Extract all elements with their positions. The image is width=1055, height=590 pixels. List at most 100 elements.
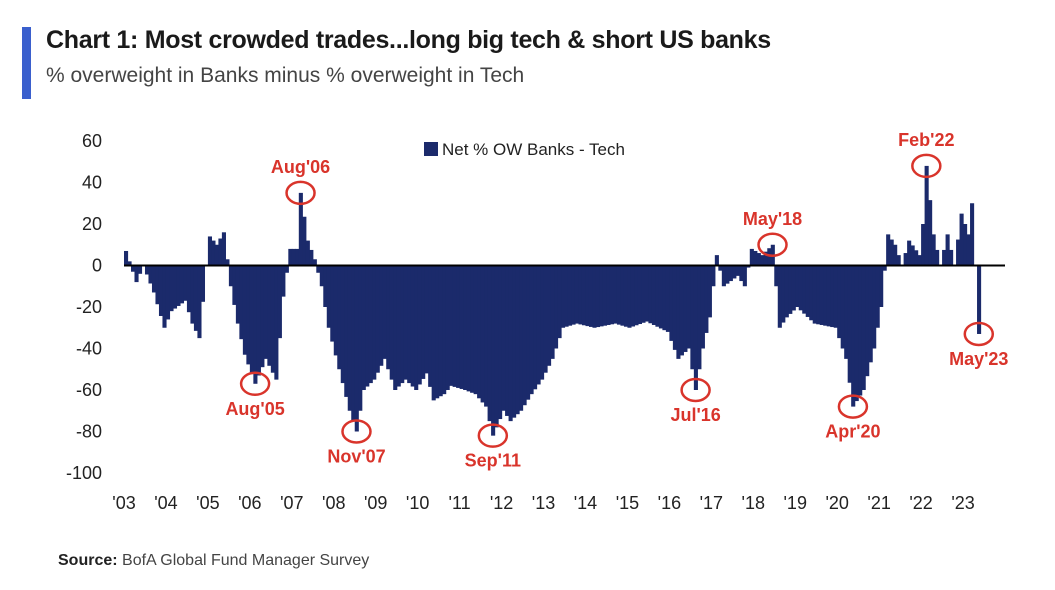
bar <box>571 265 576 325</box>
bar <box>802 265 807 314</box>
annotation-circle <box>477 423 509 448</box>
annotation-circle <box>911 153 942 179</box>
bar <box>704 265 709 333</box>
bar <box>959 213 964 266</box>
bar <box>795 265 800 307</box>
bar <box>644 265 650 322</box>
annotation-circle <box>341 419 372 444</box>
x-tick-label: '19 <box>784 493 807 513</box>
bar <box>809 265 814 321</box>
bar <box>547 265 552 366</box>
bar <box>169 265 174 312</box>
x-tick-label: '13 <box>532 493 555 513</box>
bar <box>344 265 349 397</box>
x-tick-label: '03 <box>112 493 135 513</box>
bar <box>714 255 719 266</box>
bar <box>477 265 482 399</box>
x-tick-label: '22 <box>909 493 932 513</box>
bar <box>267 265 272 366</box>
bar <box>193 265 199 331</box>
bar <box>403 265 408 380</box>
bar <box>602 265 608 326</box>
bar <box>753 250 758 266</box>
bar <box>354 265 359 432</box>
bar <box>361 265 366 390</box>
bar <box>410 265 415 387</box>
bar <box>777 265 782 328</box>
bar <box>872 265 877 349</box>
bar <box>417 265 422 385</box>
bar <box>966 234 971 266</box>
bar <box>442 265 447 395</box>
bar <box>347 265 352 411</box>
annotation-label: May'23 <box>949 349 1008 369</box>
bar <box>529 265 534 395</box>
bar <box>672 265 677 350</box>
bar <box>561 265 566 328</box>
bar <box>249 265 254 375</box>
bar <box>414 265 419 390</box>
bar <box>351 265 356 422</box>
bar <box>725 265 730 284</box>
bar <box>428 265 433 387</box>
bar <box>396 265 401 387</box>
bar <box>221 232 226 266</box>
bar <box>746 265 751 268</box>
bar <box>291 248 296 266</box>
bar <box>162 265 167 328</box>
bar <box>277 265 282 339</box>
x-tick-label: '16 <box>658 493 681 513</box>
bar <box>721 265 726 287</box>
chart-subtitle: % overweight in Banks minus % overweight… <box>46 64 525 87</box>
bar <box>630 265 636 327</box>
bar <box>263 265 268 359</box>
x-tick-label: '07 <box>280 493 303 513</box>
title-accent-bar <box>22 27 31 99</box>
bar <box>599 265 604 327</box>
bar <box>302 216 307 266</box>
source-text: BofA Global Fund Manager Survey <box>122 552 370 569</box>
bar <box>533 265 538 390</box>
bar <box>389 265 394 380</box>
bar <box>861 265 866 390</box>
bar <box>540 265 545 380</box>
bar <box>606 265 611 325</box>
bar <box>840 265 845 349</box>
bar <box>812 265 817 324</box>
bar <box>375 265 380 373</box>
bar <box>655 265 660 327</box>
bar <box>218 238 223 266</box>
x-tick-label: '11 <box>449 493 471 513</box>
annotation-label: May'18 <box>743 209 802 229</box>
bar <box>669 265 674 341</box>
y-tick-label: 60 <box>82 131 102 151</box>
x-tick-label: '06 <box>238 493 261 513</box>
bar <box>288 248 293 266</box>
bar <box>368 265 373 384</box>
bar <box>400 265 405 384</box>
bar <box>868 265 873 363</box>
bar <box>158 265 164 316</box>
bar <box>641 265 646 323</box>
bar <box>620 265 625 326</box>
bar <box>484 265 489 407</box>
bar <box>151 265 157 293</box>
source-note: Source: BofA Global Fund Manager Survey <box>58 552 369 570</box>
bar <box>505 265 510 416</box>
bar <box>333 265 338 356</box>
x-tick-label: '23 <box>951 493 974 513</box>
bar <box>816 265 821 325</box>
bar <box>763 251 768 266</box>
chart-title: Chart 1: Most crowded trades...long big … <box>46 26 771 54</box>
bar <box>949 249 954 266</box>
bar <box>767 248 772 266</box>
x-tick-label: '20 <box>825 493 848 513</box>
bar <box>742 265 747 287</box>
bar <box>893 244 898 266</box>
bar <box>679 265 684 356</box>
bar <box>882 265 887 271</box>
bar <box>774 265 779 287</box>
bar <box>449 265 454 386</box>
bar <box>435 265 440 399</box>
